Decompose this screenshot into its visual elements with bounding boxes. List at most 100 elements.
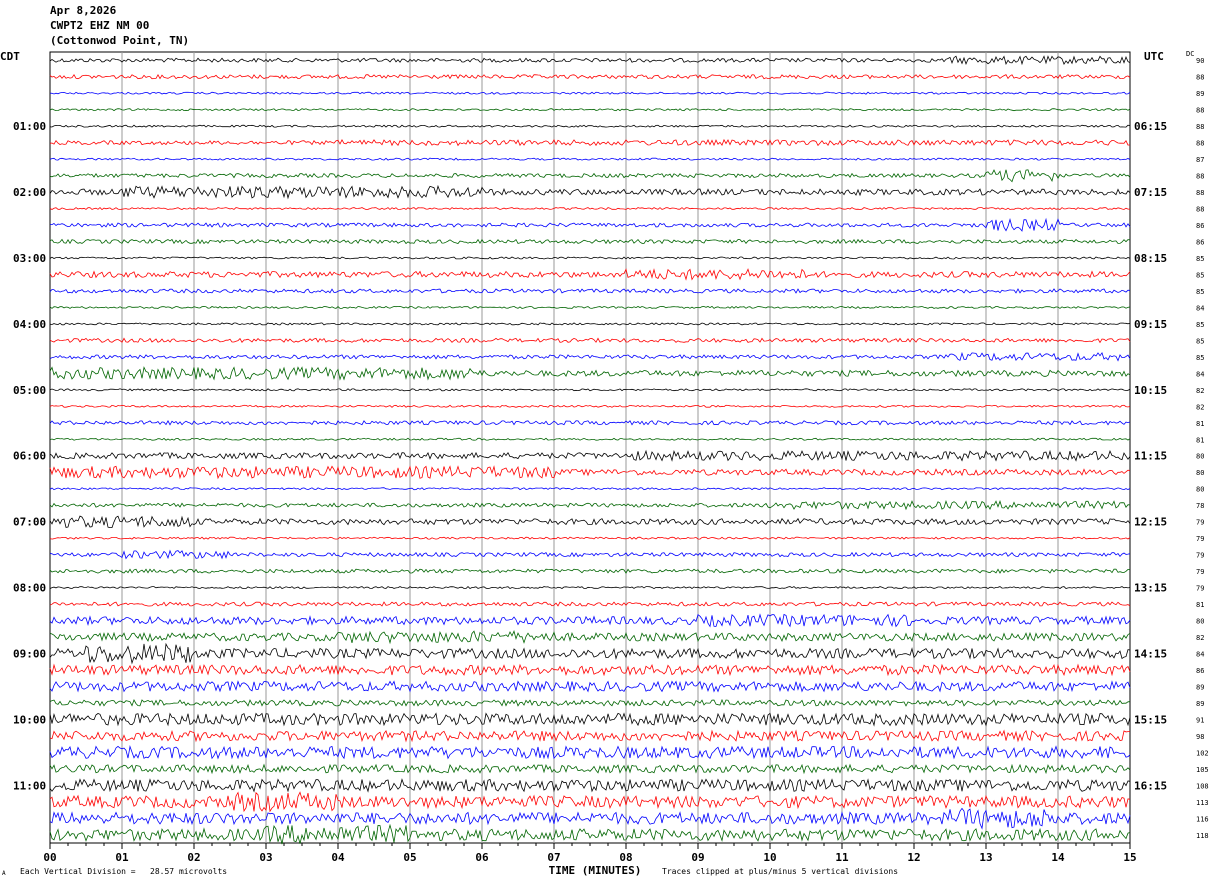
right-hour-label: 14:15	[1134, 647, 1167, 660]
seismic-trace	[49, 629, 1131, 645]
x-tick-label: 00	[43, 851, 56, 864]
seismic-trace	[49, 138, 1131, 147]
dc-offset-label: 105	[1196, 766, 1209, 774]
dc-offset-label: 86	[1196, 222, 1204, 230]
dc-offset-label: 85	[1196, 288, 1204, 296]
dc-offset-label: 88	[1196, 140, 1204, 148]
seismic-trace	[49, 420, 1131, 426]
seismic-trace	[49, 778, 1131, 793]
dc-offset-label: 85	[1196, 271, 1204, 279]
dc-offset-label: 89	[1196, 700, 1204, 708]
right-hour-label: 10:15	[1134, 384, 1167, 397]
dc-offset-label: 86	[1196, 667, 1204, 675]
seismic-trace	[49, 642, 1131, 665]
left-hour-label: 09:00	[13, 647, 46, 660]
seismic-trace	[49, 698, 1131, 707]
x-tick-label: 04	[331, 851, 345, 864]
seismic-trace	[49, 763, 1131, 775]
seismic-trace	[49, 207, 1130, 211]
dc-offset-label: 88	[1196, 173, 1204, 181]
dc-offset-label: 85	[1196, 354, 1204, 362]
x-axis-label: TIME (MINUTES)	[549, 864, 642, 877]
seismic-trace	[49, 91, 1131, 95]
dc-offset-label: 80	[1196, 486, 1204, 494]
seismic-trace	[49, 729, 1131, 743]
seismic-trace	[49, 256, 1131, 260]
seismic-trace	[49, 663, 1131, 677]
left-hour-label: 04:00	[13, 318, 46, 331]
dc-offset-label: 85	[1196, 337, 1204, 345]
right-hour-label: 07:15	[1134, 186, 1167, 199]
seismic-trace	[49, 499, 1131, 511]
seismic-trace	[49, 351, 1131, 362]
right-hour-label: 11:15	[1134, 450, 1167, 463]
dc-offset-label: 116	[1196, 815, 1209, 823]
dc-offset-label: 84	[1196, 650, 1204, 658]
dc-offset-label: 91	[1196, 716, 1204, 724]
seismic-trace	[49, 536, 1131, 540]
seismic-trace	[49, 449, 1131, 462]
seismic-trace	[49, 288, 1131, 294]
station-location: (Cottonwod Point, TN)	[50, 34, 190, 47]
dc-offset-label: 88	[1196, 123, 1204, 131]
left-hour-label: 02:00	[13, 186, 46, 199]
seismic-trace	[49, 268, 1131, 281]
dc-offset-label: 98	[1196, 733, 1204, 741]
dc-offset-label: 79	[1196, 585, 1204, 593]
seismic-trace	[49, 745, 1131, 760]
seismic-trace	[49, 404, 1131, 408]
seismic-trace	[49, 586, 1131, 590]
seismic-trace	[49, 108, 1131, 112]
seismic-trace	[49, 305, 1131, 309]
dc-offset-label: 89	[1196, 90, 1204, 98]
seismic-trace	[49, 487, 1131, 491]
left-hour-label: 10:00	[13, 713, 46, 726]
right-hour-label: 08:15	[1134, 252, 1167, 265]
scale-note: Each Vertical Division = 28.57 microvolt…	[20, 867, 228, 876]
clip-note: Traces clipped at plus/minus 5 vertical …	[662, 867, 899, 876]
seismic-trace	[49, 238, 1131, 245]
dc-offset-label: 113	[1196, 799, 1209, 807]
left-hour-label: 05:00	[13, 384, 46, 397]
seismic-trace	[49, 807, 1131, 830]
dc-offset-label: 82	[1196, 634, 1204, 642]
dc-offset-label: 81	[1196, 420, 1204, 428]
right-hour-label: 16:15	[1134, 779, 1167, 792]
seismic-trace	[49, 337, 1131, 344]
x-tick-label: 06	[475, 851, 489, 864]
dc-offset-label: 89	[1196, 683, 1204, 691]
x-tick-label: 02	[187, 851, 200, 864]
seismic-trace	[49, 169, 1131, 183]
seismic-trace	[49, 388, 1131, 392]
right-hour-label: 09:15	[1134, 318, 1167, 331]
dc-offset-label: 80	[1196, 469, 1204, 477]
dc-offset-label: 88	[1196, 189, 1204, 197]
left-hour-label: 08:00	[13, 582, 46, 595]
seismic-trace	[49, 73, 1131, 80]
seismic-trace	[49, 791, 1131, 813]
dc-offset-label: 79	[1196, 568, 1204, 576]
dc-offset-label: 88	[1196, 74, 1204, 82]
dc-offset-label: 85	[1196, 321, 1204, 329]
dc-offset-label: 90	[1196, 57, 1204, 65]
x-tick-label: 11	[835, 851, 849, 864]
dc-offset-label: 80	[1196, 453, 1204, 461]
x-tick-label: 09	[691, 851, 704, 864]
dc-offset-label: 88	[1196, 206, 1204, 214]
left-hour-label: 06:00	[13, 450, 46, 463]
dc-offset-label: 86	[1196, 239, 1204, 247]
dc-offset-label: 81	[1196, 436, 1204, 444]
corner-mark: A	[2, 870, 6, 877]
x-tick-label: 10	[763, 851, 776, 864]
x-tick-label: 12	[907, 851, 920, 864]
seismic-trace	[49, 680, 1131, 693]
seismic-trace	[49, 465, 1131, 480]
x-tick-label: 14	[1051, 851, 1065, 864]
dc-offset-label: 81	[1196, 601, 1204, 609]
seismic-trace	[49, 322, 1131, 326]
plot-date: Apr 8,2026	[50, 4, 117, 17]
left-hour-label: 01:00	[13, 120, 46, 133]
right-timezone-label: UTC	[1144, 50, 1164, 63]
left-hour-label: 07:00	[13, 516, 46, 529]
